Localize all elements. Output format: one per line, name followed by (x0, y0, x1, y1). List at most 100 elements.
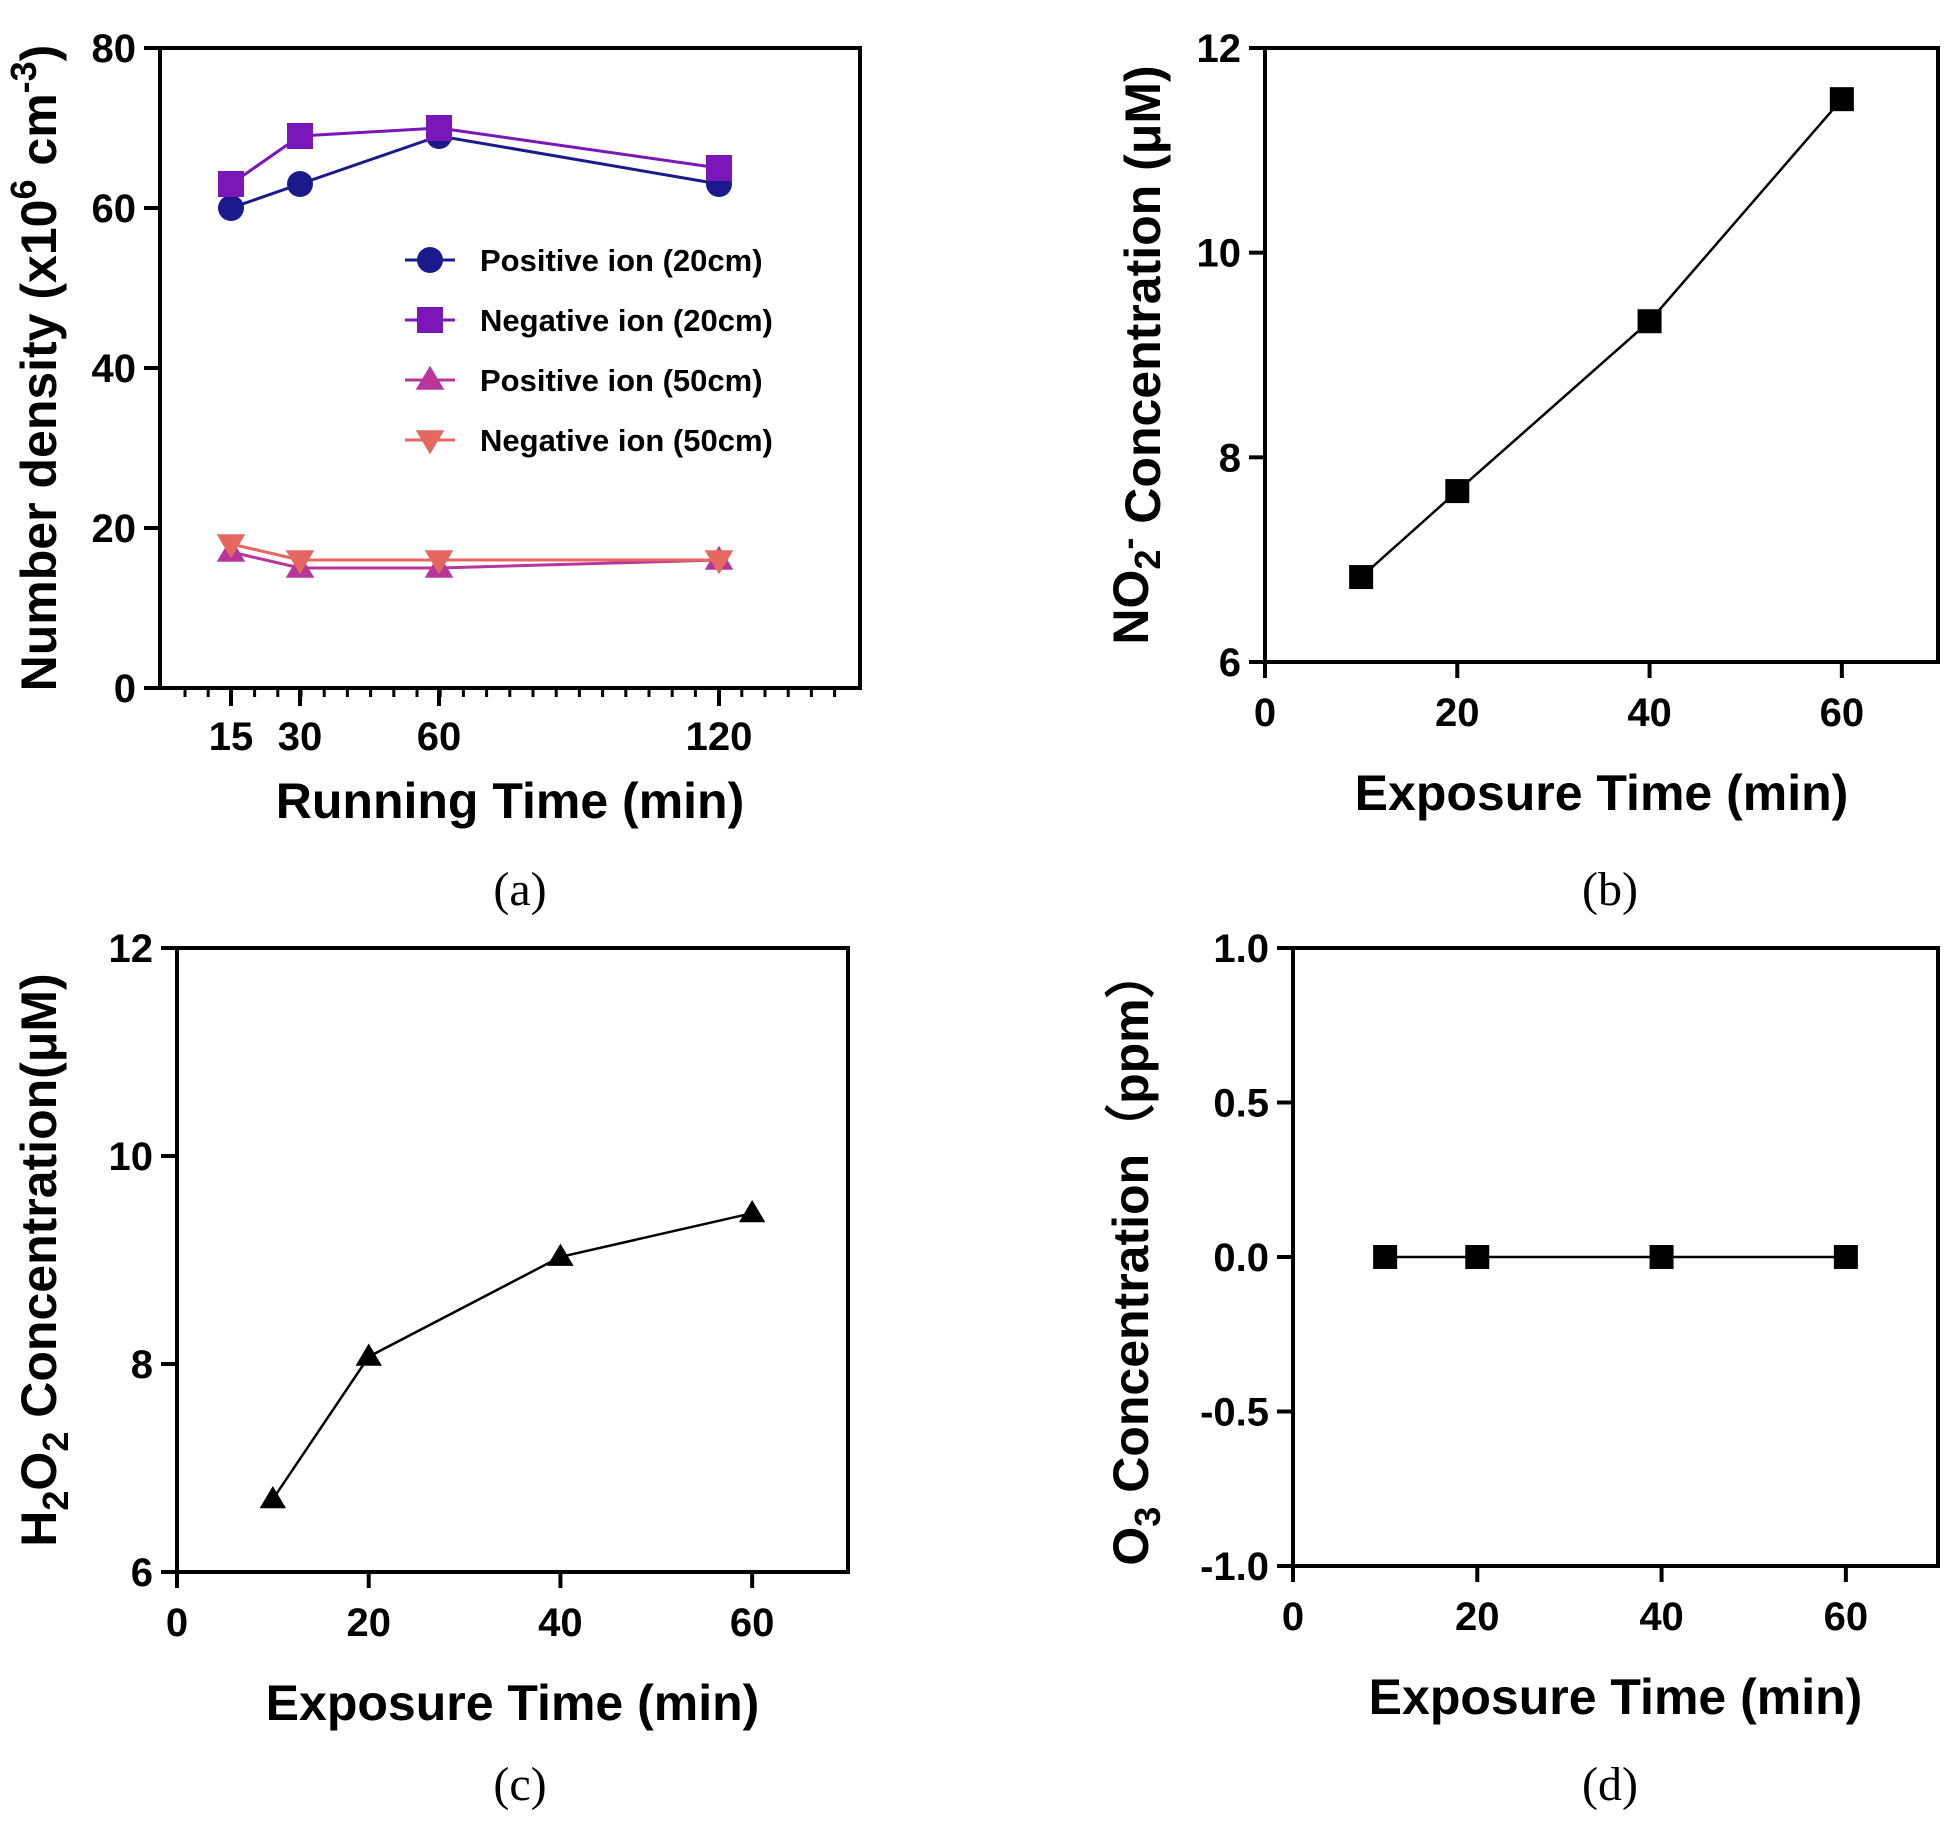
legend-marker (415, 430, 445, 455)
x-axis-title: Exposure Time (min) (266, 1675, 760, 1731)
data-point (1637, 309, 1662, 334)
y-tick-label: 12 (109, 927, 154, 971)
y-axis-title-part: H (11, 1511, 67, 1547)
data-point (738, 1200, 766, 1223)
y-axis-title-part: Number density (x10 (11, 200, 67, 692)
y-tick-label: 0.0 (1213, 1236, 1269, 1280)
data-point (355, 1343, 382, 1366)
data-point (287, 123, 313, 149)
y-axis-title: O3 Concentration（ppm） (1103, 948, 1168, 1565)
y-axis-title-part: 2 (1127, 550, 1168, 570)
legend-marker (417, 247, 443, 273)
legend: Positive ion (20cm) Negative ion (20cm) Po… (405, 243, 773, 458)
y-tick-label: 10 (109, 1135, 154, 1179)
y-axis-title-part: 2 (35, 1491, 76, 1511)
x-tick-label: 60 (730, 1601, 775, 1645)
plot-frame (1263, 46, 1940, 664)
x-tick-label: 40 (1627, 691, 1672, 735)
y-axis-title: Number density (x106 cm-3) (3, 45, 67, 692)
data-point (1465, 1245, 1490, 1269)
y-axis-title-part: Concentration (μM) (1115, 65, 1171, 537)
series-line (230, 134, 720, 210)
x-tick-label: 0 (1254, 691, 1276, 735)
plot-frame (175, 946, 850, 1574)
legend-marker (415, 365, 445, 390)
y-axis-title-part: O (11, 1452, 67, 1491)
data-point (547, 1243, 574, 1266)
legend-label: Negative ion (20cm) (480, 303, 773, 338)
panel-a: 0 20 40 60 80 15 30 60 120 Running Time (min) Numb… (3, 27, 862, 916)
data-point (1445, 479, 1470, 504)
y-tick-label: 12 (1197, 27, 1242, 71)
x-axis-title: Running Time (min) (276, 773, 744, 829)
data-point (218, 171, 244, 197)
x-tick-label: 60 (1820, 691, 1865, 735)
y-tick-label: 20 (92, 507, 137, 551)
x-tick-label: 20 (1435, 691, 1480, 735)
panel-caption: (d) (1582, 1758, 1638, 1811)
legend-marker (417, 307, 443, 333)
x-tick-label: 120 (686, 715, 753, 759)
y-axis-title-part: Concentration（ppm） (1103, 948, 1159, 1506)
series-line (230, 126, 720, 186)
y-tick-label: 60 (92, 187, 137, 231)
x-tick-label: 40 (1639, 1595, 1684, 1639)
y-axis-title-part: Concentration(μM) (11, 973, 67, 1431)
series-line (271, 1211, 753, 1500)
y-axis-title-part: -3 (3, 61, 44, 93)
data-point (1649, 1245, 1674, 1269)
y-axis-title-part: ) (11, 45, 67, 62)
panel-caption: (a) (493, 863, 546, 916)
legend-label: Negative ion (50cm) (480, 423, 773, 458)
data-point (218, 195, 244, 221)
y-tick-label: 10 (1197, 232, 1242, 276)
data-point (285, 550, 315, 575)
data-point (287, 171, 313, 197)
panel-caption: (c) (493, 1758, 546, 1811)
y-tick-label: 1.0 (1213, 927, 1269, 971)
x-tick-label: 20 (346, 1601, 391, 1645)
y-tick-label: 80 (92, 27, 137, 71)
panel-caption: (b) (1582, 863, 1638, 916)
y-tick-label: 0.5 (1213, 1082, 1269, 1126)
y-tick-label: 8 (1219, 436, 1241, 480)
y-axis-title: NO2- Concentration (μM) (1103, 65, 1171, 644)
y-tick-label: 8 (131, 1343, 153, 1387)
y-tick-label: -0.5 (1200, 1391, 1269, 1435)
legend-label: Positive ion (20cm) (480, 243, 763, 278)
y-axis-title-part: 3 (1127, 1507, 1168, 1527)
y-tick-label: 0 (114, 667, 136, 711)
x-axis-title: Exposure Time (min) (1355, 765, 1849, 821)
data-point (426, 115, 452, 141)
x-tick-label: 0 (166, 1601, 188, 1645)
y-axis-title-part: 6 (3, 179, 44, 199)
x-tick-label: 20 (1455, 1595, 1500, 1639)
y-tick-label: 40 (92, 347, 137, 391)
y-axis-title-part: O (1103, 1527, 1159, 1566)
y-axis-title-part: cm (11, 93, 67, 179)
y-tick-label: -1.0 (1200, 1545, 1269, 1589)
data-point (424, 550, 454, 575)
x-tick-label: 60 (1824, 1595, 1869, 1639)
x-tick-label: 0 (1282, 1595, 1304, 1639)
data-point (704, 550, 734, 575)
y-axis-title-part: NO (1103, 570, 1159, 645)
x-axis-title: Exposure Time (min) (1369, 1669, 1863, 1725)
series-line (230, 550, 720, 570)
x-tick-label: 15 (209, 715, 254, 759)
data-point (1833, 1245, 1858, 1269)
data-point (706, 155, 732, 181)
panel-b: 6 8 10 12 0 20 40 60 Exposure Time (min) NO2- Con… (1103, 27, 1940, 916)
legend-label: Positive ion (50cm) (480, 363, 763, 398)
y-axis-title-part: 2 (35, 1432, 76, 1452)
y-axis-title: H2O2 Concentration(μM) (11, 973, 76, 1546)
y-axis-title-part: - (1107, 538, 1148, 550)
data-point (259, 1486, 287, 1509)
x-tick-label: 30 (278, 715, 323, 759)
x-tick-label: 40 (538, 1601, 583, 1645)
y-tick-label: 6 (1219, 641, 1241, 685)
y-tick-label: 6 (131, 1551, 153, 1595)
data-point (216, 534, 246, 559)
